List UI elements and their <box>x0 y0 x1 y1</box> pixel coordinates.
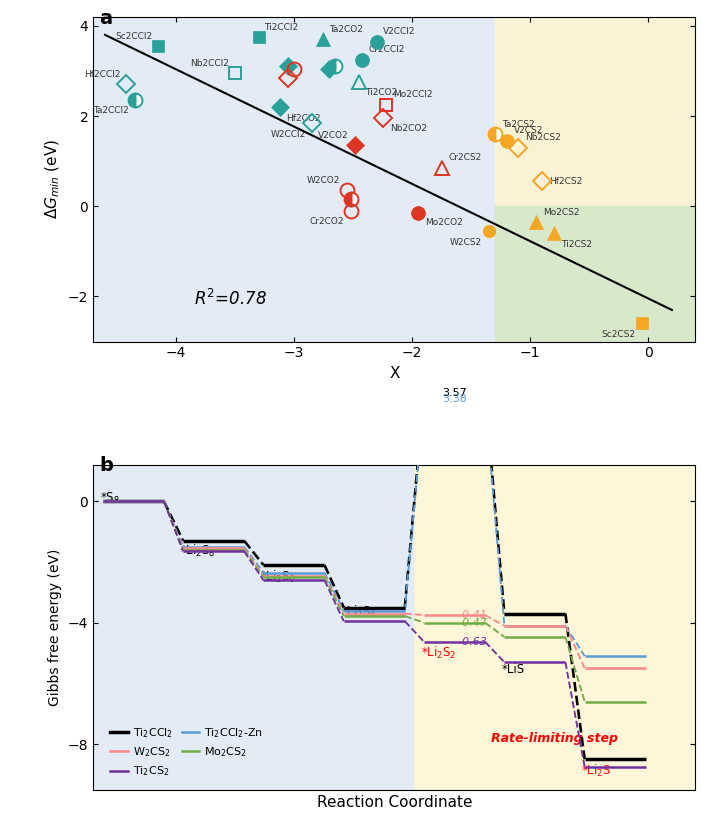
Text: Hf2CCl2: Hf2CCl2 <box>84 70 120 79</box>
Text: W2CS2: W2CS2 <box>450 238 482 247</box>
Text: *Li$_2$S$_4$: *Li$_2$S$_4$ <box>341 604 376 620</box>
Text: Rate-limiting step: Rate-limiting step <box>491 732 619 744</box>
Text: $R^2$=0.78: $R^2$=0.78 <box>194 289 267 309</box>
Bar <box>495 17 695 206</box>
Text: Ta2CS2: Ta2CS2 <box>502 119 534 129</box>
Y-axis label: Gibbs free energy (eV): Gibbs free energy (eV) <box>48 549 62 706</box>
Text: Cr2CCl2: Cr2CCl2 <box>369 45 404 55</box>
Text: *Li$_2$S$_6$: *Li$_2$S$_6$ <box>260 570 296 585</box>
Text: *LiS: *LiS <box>501 664 524 676</box>
Text: Mo2CS2: Mo2CS2 <box>543 207 579 217</box>
Text: Mo2CCl2: Mo2CCl2 <box>393 91 433 99</box>
Bar <box>93 17 695 342</box>
Text: V2CS2: V2CS2 <box>513 126 543 135</box>
X-axis label: X: X <box>389 366 399 381</box>
Text: Cr2CO2: Cr2CO2 <box>309 218 343 227</box>
Y-axis label: $\Delta G_{min}$ (eV): $\Delta G_{min}$ (eV) <box>44 139 62 219</box>
Text: *S$_8$: *S$_8$ <box>100 491 120 507</box>
Text: Mo2CO2: Mo2CO2 <box>425 218 462 228</box>
Text: Ta2CO2: Ta2CO2 <box>329 25 364 34</box>
Text: a: a <box>99 8 113 28</box>
Text: W2CCl2: W2CCl2 <box>270 129 305 139</box>
Text: *Li$_2$S$_2$: *Li$_2$S$_2$ <box>421 645 456 661</box>
Text: Hf2CO2: Hf2CO2 <box>285 113 320 123</box>
Text: -0.41: -0.41 <box>459 610 488 620</box>
Text: Hf2CS2: Hf2CS2 <box>549 177 582 186</box>
Text: Nb2CO2: Nb2CO2 <box>389 123 427 133</box>
Text: V2CO2: V2CO2 <box>318 131 348 140</box>
Text: Nb2CS2: Nb2CS2 <box>526 134 561 142</box>
Text: V2CCl2: V2CCl2 <box>383 27 415 36</box>
Text: -0.63: -0.63 <box>459 637 488 647</box>
Text: Ti2CO2: Ti2CO2 <box>365 87 397 97</box>
Text: W2CO2: W2CO2 <box>307 176 340 185</box>
Text: 3.57: 3.57 <box>442 388 467 398</box>
Text: Nb2CCl2: Nb2CCl2 <box>190 59 229 68</box>
Text: b: b <box>100 456 113 475</box>
Text: -0.47: -0.47 <box>459 617 488 627</box>
X-axis label: Reaction Coordinate: Reaction Coordinate <box>317 795 472 810</box>
Text: *Li$_2$S: *Li$_2$S <box>581 764 612 780</box>
Text: Cr2CS2: Cr2CS2 <box>449 154 482 162</box>
Text: Ti2CCl2: Ti2CCl2 <box>265 23 298 32</box>
Bar <box>414 465 695 790</box>
Text: Ti2CS2: Ti2CS2 <box>561 240 592 249</box>
Bar <box>93 465 414 790</box>
Text: *Li$_2$S$_8$: *Li$_2$S$_8$ <box>180 543 216 559</box>
Text: Sc2CCl2: Sc2CCl2 <box>115 32 152 40</box>
Text: Sc2CS2: Sc2CS2 <box>602 330 635 339</box>
Text: 3.38: 3.38 <box>442 394 467 404</box>
Bar <box>495 206 695 342</box>
Legend: Ti$_2$CCl$_2$, W$_2$CS$_2$, Ti$_2$CS$_2$, Ti$_2$CCl$_2$-Zn, Mo$_2$CS$_2$: Ti$_2$CCl$_2$, W$_2$CS$_2$, Ti$_2$CS$_2$… <box>105 721 268 784</box>
Text: Ta2CCl2: Ta2CCl2 <box>93 106 128 114</box>
